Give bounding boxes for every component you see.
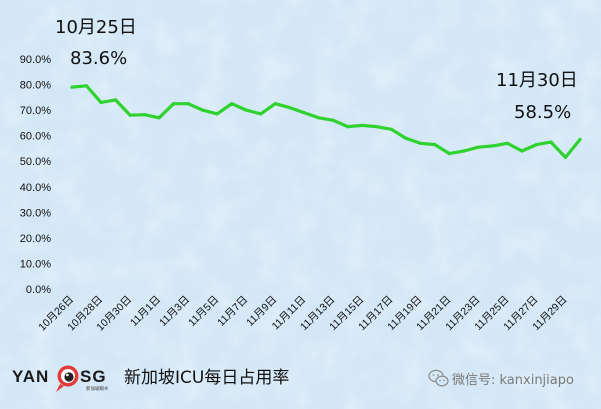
logo-eye-icon — [56, 365, 79, 392]
y-tick-label: 20.0% — [20, 233, 51, 245]
y-tick-label: 70.0% — [20, 105, 51, 117]
data-point — [491, 144, 495, 148]
data-point — [534, 143, 539, 147]
y-tick-label: 40.0% — [20, 182, 51, 194]
y-axis-ticks: 90.0% 80.0% 70.0% 60.0% 50.0% 40.0% 30.0% 20.0%… — [20, 54, 51, 296]
wechat-watermark: 微信号: kanxinjiapo — [428, 369, 574, 388]
data-point — [157, 116, 161, 120]
annotation-start-value: 83.6% — [70, 48, 127, 69]
x-axis-ticks: 10月26日10月28日10月30日11月1日11月3日11月5日11月7日11… — [36, 294, 569, 334]
annotation-start-date: 10月25日 — [55, 17, 137, 38]
data-point — [273, 102, 277, 106]
data-point — [288, 106, 292, 110]
wechat-icon — [428, 369, 449, 387]
y-tick-label: 60.0% — [20, 131, 51, 143]
data-point — [375, 125, 379, 129]
data-point — [505, 141, 509, 145]
y-tick-label: 0.0% — [26, 284, 51, 296]
occupancy-series-line — [70, 84, 582, 159]
data-point — [70, 85, 74, 89]
data-point — [186, 102, 190, 106]
series-points — [70, 84, 582, 159]
yan-sg-logo: YAN SG 新加坡眼® — [12, 365, 109, 392]
data-point — [346, 125, 350, 129]
data-point — [317, 116, 321, 120]
data-point — [259, 112, 263, 116]
annotation-end-date: 11月30日 — [496, 70, 578, 91]
x-tick-label: 11月3日 — [157, 294, 192, 329]
data-point — [215, 112, 219, 116]
x-tick-label: 11月1日 — [128, 294, 163, 329]
data-point — [433, 143, 437, 147]
annotation-end-value: 58.5% — [514, 102, 571, 123]
data-point — [462, 149, 466, 153]
logo-text-left: YAN — [12, 367, 49, 386]
x-tick-label: 11月7日 — [215, 294, 250, 329]
data-point — [99, 100, 103, 104]
data-point — [302, 111, 306, 115]
data-point — [404, 136, 408, 140]
data-point — [331, 118, 335, 122]
y-tick-label: 90.0% — [20, 54, 51, 66]
data-point — [578, 137, 582, 142]
data-point — [143, 113, 147, 117]
data-point — [447, 152, 451, 156]
data-point — [476, 145, 480, 149]
data-point — [520, 149, 524, 153]
data-point — [389, 127, 393, 131]
data-point — [128, 113, 132, 117]
y-tick-label: 80.0% — [20, 80, 51, 92]
logo-subtext: 新加坡眼® — [86, 385, 109, 392]
data-point — [418, 141, 422, 145]
data-point — [549, 140, 553, 144]
y-tick-label: 50.0% — [20, 156, 51, 168]
watermark-text: 微信号: kanxinjiapo — [452, 373, 574, 388]
data-point — [244, 108, 248, 112]
data-point — [360, 123, 364, 127]
data-point — [113, 98, 118, 102]
data-point — [172, 102, 176, 106]
data-point — [201, 108, 205, 112]
logo-text-right-visible: SG — [80, 367, 107, 386]
y-tick-label: 30.0% — [20, 207, 51, 219]
y-tick-label: 10.0% — [20, 258, 51, 270]
data-point — [84, 84, 89, 88]
chart-footer-title: 新加坡ICU每日占用率 — [124, 368, 289, 388]
data-point — [230, 102, 234, 106]
x-tick-label: 11月5日 — [186, 294, 221, 329]
data-point — [563, 155, 568, 159]
